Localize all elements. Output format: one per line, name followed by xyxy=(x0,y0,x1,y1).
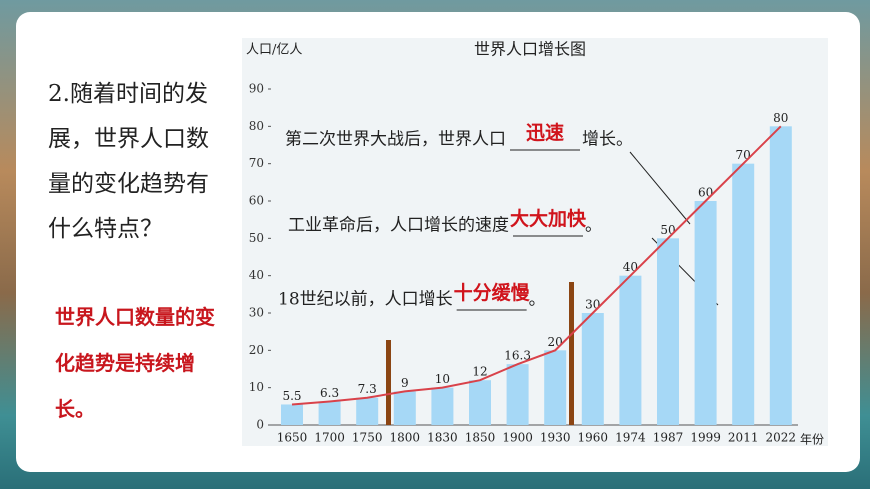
chart-area xyxy=(242,38,828,446)
x-tick-label: 1987 xyxy=(653,431,684,445)
bar xyxy=(694,201,717,425)
y-tick-label: 30 xyxy=(249,306,264,320)
x-axis-label: 年份 xyxy=(800,433,824,447)
bar xyxy=(393,391,416,425)
x-tick-label: 1800 xyxy=(390,431,421,445)
value-label: 60 xyxy=(698,186,713,200)
x-tick-label: 1974 xyxy=(615,431,646,445)
annotation-text: 。 xyxy=(585,216,602,236)
bar xyxy=(619,275,642,425)
y-tick-label: 10 xyxy=(249,380,264,394)
y-axis-label: 人口/亿人 xyxy=(246,43,302,58)
bar xyxy=(732,163,755,425)
y-tick-label: 50 xyxy=(249,231,264,245)
question: 2.随着时间的发展，世界人口数量的变化趋势有什么特点？ xyxy=(48,81,209,242)
x-tick-label: 1650 xyxy=(277,431,308,445)
value-label: 6.3 xyxy=(320,386,339,400)
value-label: 80 xyxy=(773,111,788,125)
annotation-answer: 大大加快 xyxy=(510,207,587,230)
bar xyxy=(318,401,341,425)
annotation-text: 18世纪以前，人口增长 xyxy=(278,290,453,310)
value-label: 9 xyxy=(401,376,409,390)
value-label: 70 xyxy=(736,148,751,162)
x-tick-label: 1830 xyxy=(427,431,458,445)
value-label: 10 xyxy=(435,372,450,386)
x-tick-label: 1700 xyxy=(314,431,345,445)
bar xyxy=(769,126,792,425)
annotation-answer: 迅速 xyxy=(526,121,564,144)
value-label: 7.3 xyxy=(358,382,377,396)
bar xyxy=(469,380,491,425)
marker xyxy=(569,282,574,425)
x-tick-label: 1999 xyxy=(690,431,721,445)
bar xyxy=(356,397,379,425)
x-tick-label: 2011 xyxy=(728,431,759,445)
value-label: 5.5 xyxy=(282,389,301,403)
answer: 世界人口数量的变化趋势是持续增长。 xyxy=(55,305,215,421)
annotation-answer: 十分缓慢 xyxy=(454,281,531,304)
value-label: 20 xyxy=(548,335,563,349)
annotation-text: 。 xyxy=(529,290,546,310)
annotation-text: 工业革命后，人口增长的速度 xyxy=(288,216,509,236)
x-tick-label: 1850 xyxy=(465,431,496,445)
trend-line xyxy=(291,125,782,406)
x-tick-label: 1750 xyxy=(352,431,383,445)
y-tick-label: 60 xyxy=(249,194,264,208)
y-tick-label: 0 xyxy=(256,418,264,432)
value-label: 12 xyxy=(472,365,487,379)
bar xyxy=(544,350,567,425)
bar xyxy=(281,404,303,425)
chart-title: 世界人口增长图 xyxy=(474,40,586,59)
x-tick-label: 1960 xyxy=(578,431,609,445)
y-tick-label: 20 xyxy=(249,343,264,357)
annotation-text: 增长。 xyxy=(582,130,633,150)
x-tick-label: 1900 xyxy=(502,431,533,445)
value-label: 40 xyxy=(623,260,638,274)
marker xyxy=(386,340,391,425)
y-tick-label: 80 xyxy=(249,119,264,133)
bar xyxy=(581,313,604,425)
y-tick-label: 90 xyxy=(249,82,264,96)
bar xyxy=(431,387,454,425)
value-label: 50 xyxy=(660,223,675,237)
annotation-text: 第二次世界大战后，世界人口 xyxy=(285,130,506,150)
value-label: 16.3 xyxy=(504,349,531,363)
bar xyxy=(506,364,529,425)
bar xyxy=(657,238,679,425)
x-tick-label: 2022 xyxy=(766,431,797,445)
x-tick-label: 1930 xyxy=(540,431,571,445)
value-label: 30 xyxy=(585,298,600,312)
y-tick-label: 40 xyxy=(249,268,264,282)
leader-line xyxy=(629,151,691,225)
y-tick-label: 70 xyxy=(249,156,264,170)
